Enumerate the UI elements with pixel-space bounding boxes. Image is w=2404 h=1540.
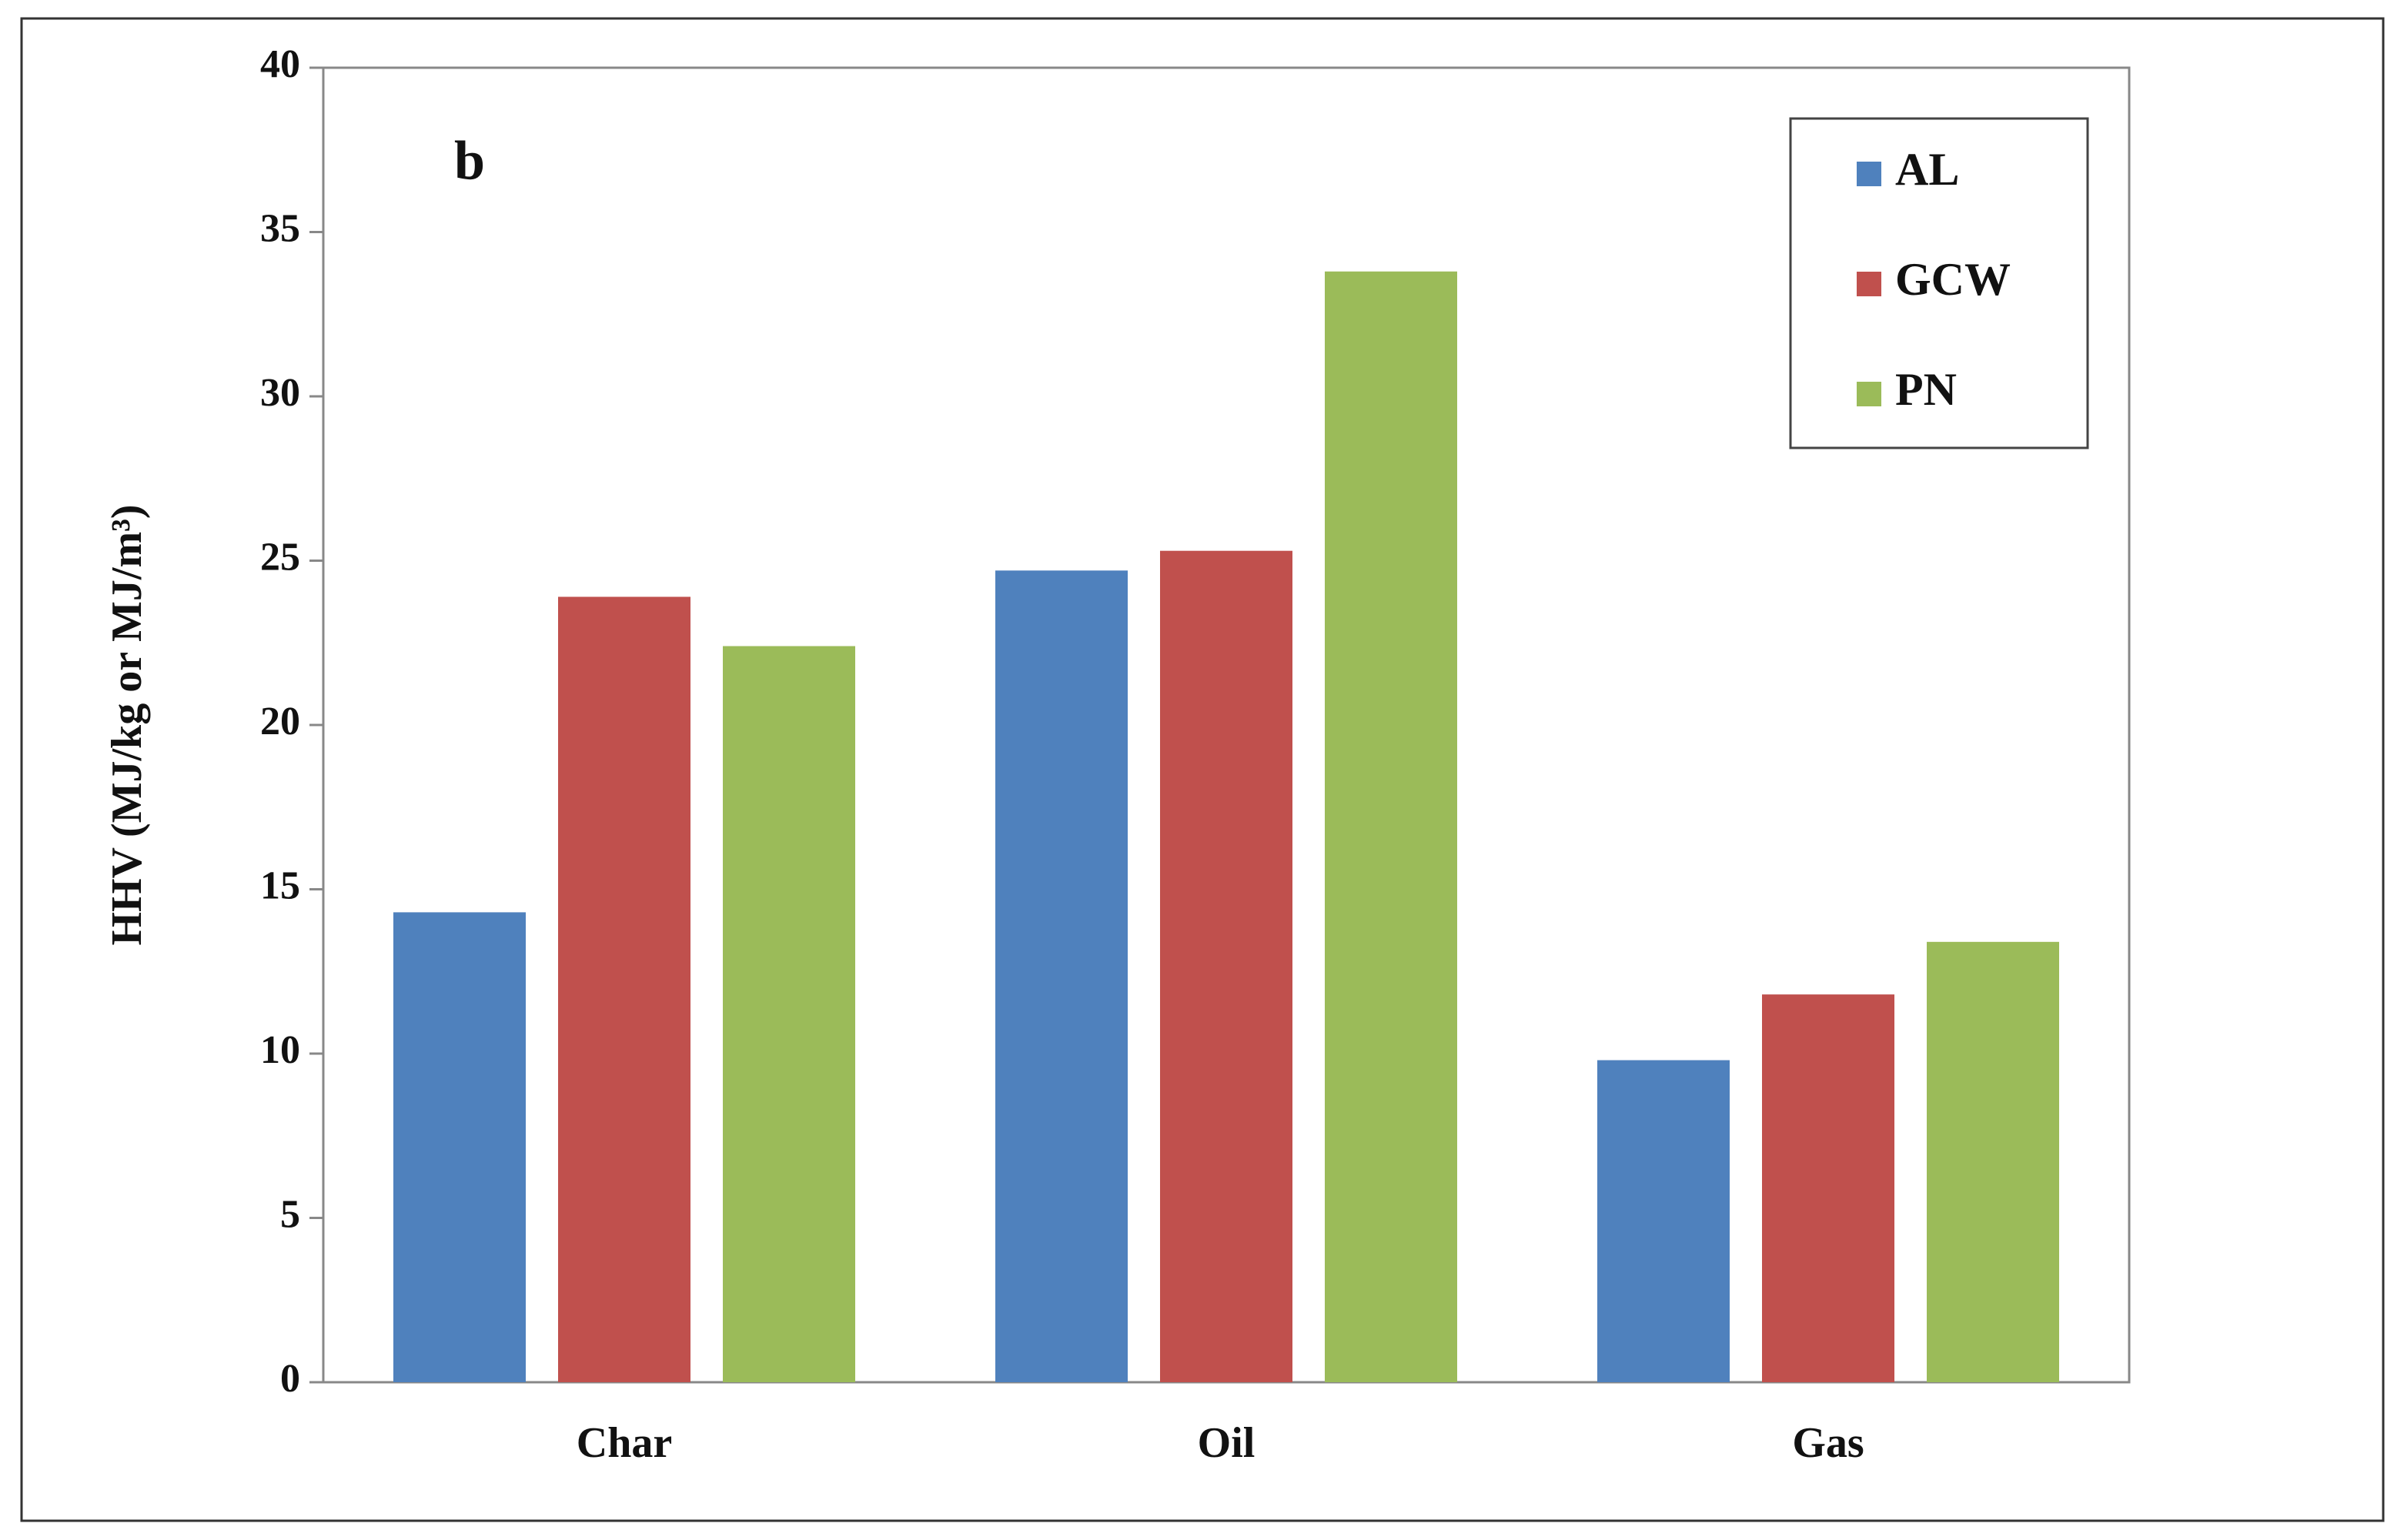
bar [995, 570, 1128, 1382]
x-tick-label: Oil [1198, 1419, 1255, 1467]
annotation: b [454, 130, 485, 192]
legend-label: GCW [1895, 254, 2011, 305]
bar [558, 596, 690, 1382]
x-tick-label: Char [577, 1419, 672, 1467]
bar [1762, 994, 1894, 1382]
y-tick-label: 25 [260, 535, 300, 579]
legend-box [1789, 117, 2089, 449]
bar [1597, 1060, 1730, 1382]
y-tick-label: 35 [260, 206, 300, 250]
y-tick-label: 20 [260, 700, 300, 743]
bar [1160, 550, 1292, 1383]
bar [1927, 941, 2059, 1382]
y-tick-label: 40 [260, 42, 300, 86]
legend-swatch [1857, 272, 1881, 296]
x-tick-label: Gas [1792, 1419, 1864, 1467]
y-tick-label: 10 [260, 1028, 300, 1072]
legend-label: PN [1895, 364, 1957, 415]
y-tick-label: 15 [260, 864, 300, 907]
y-tick-label: 5 [280, 1192, 300, 1236]
bar [393, 912, 526, 1382]
y-axis-label: HHV (MJ/kg or MJ/m³) [103, 504, 151, 945]
bar [723, 646, 855, 1382]
y-tick-label: 0 [280, 1357, 300, 1401]
y-tick-label: 30 [260, 371, 300, 415]
bar [1325, 271, 1457, 1382]
legend-label: AL [1895, 144, 1959, 195]
legend-swatch [1857, 162, 1881, 186]
legend-swatch [1857, 382, 1881, 406]
